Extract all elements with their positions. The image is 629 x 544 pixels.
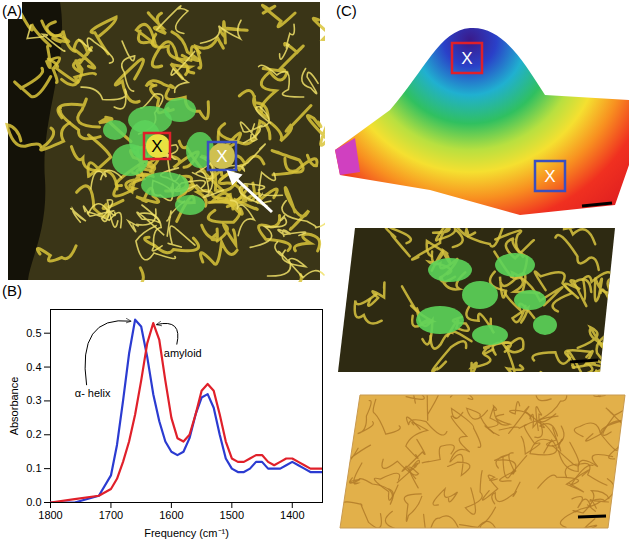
html-text:(B): (B): [2, 282, 22, 299]
svg-text:0.4: 0.4: [26, 361, 41, 373]
html-text:(C): (C): [336, 2, 357, 19]
svg-text:0.2: 0.2: [26, 428, 41, 440]
svg-text:α- helix: α- helix: [75, 387, 111, 399]
svg-text:X: X: [544, 167, 555, 186]
svg-text:1700: 1700: [99, 509, 123, 521]
html-text:(A): (A): [2, 2, 22, 19]
svg-text:0.3: 0.3: [26, 394, 41, 406]
svg-text:0.0: 0.0: [26, 496, 41, 508]
svg-text:X: X: [216, 147, 227, 166]
svg-text:X: X: [151, 137, 162, 156]
svg-text:amyloid: amyloid: [164, 347, 202, 359]
svg-text:0.5: 0.5: [26, 327, 41, 339]
svg-text:X: X: [461, 49, 472, 68]
svg-text:0.1: 0.1: [26, 462, 41, 474]
svg-text:Absorbance: Absorbance: [8, 377, 20, 436]
svg-text:1600: 1600: [159, 509, 183, 521]
svg-text:1500: 1500: [220, 509, 244, 521]
svg-text:Frequency (cm⁻¹): Frequency (cm⁻¹): [144, 527, 229, 539]
svg-text:1400: 1400: [280, 509, 304, 521]
svg-text:1800: 1800: [38, 509, 62, 521]
